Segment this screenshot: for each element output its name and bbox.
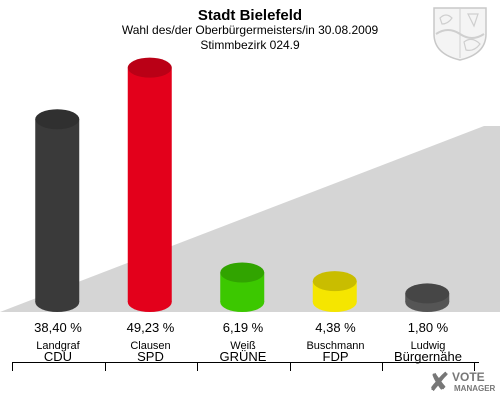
party-label: CDU <box>43 349 73 364</box>
candidate-label: Ludwig <box>410 340 446 352</box>
election-subtitle: Wahl des/der Oberbürgermeisters/in 30.08… <box>121 23 379 37</box>
candidate-label: Landgraf <box>36 340 80 352</box>
bar-top <box>220 262 265 283</box>
bar-base <box>220 292 265 312</box>
bar-top <box>127 57 172 78</box>
axis-baseline <box>12 362 479 363</box>
value-label: 1,80 % <box>407 320 449 335</box>
bar-cdu <box>35 109 80 312</box>
logo-manager-text: MANAGER <box>454 384 496 393</box>
category-separator <box>473 363 475 371</box>
category-separator <box>12 363 13 371</box>
bar-top <box>312 271 357 292</box>
bar-base <box>35 292 80 312</box>
logo-vote-text: VOTE <box>452 370 485 384</box>
party-label: FDP <box>322 349 349 364</box>
nrw-coat-of-arms-icon <box>433 7 487 61</box>
bar-spd <box>127 57 172 312</box>
bar-body <box>35 119 80 302</box>
value-label: 6,19 % <box>222 320 264 335</box>
chart-backdrop <box>0 126 500 312</box>
bar-fdp <box>312 271 357 312</box>
district-label: Stimmbezirk 024.9 <box>200 38 300 52</box>
bar-body <box>127 67 172 303</box>
candidate-label: Weiß <box>230 340 256 352</box>
party-label: SPD <box>137 349 164 364</box>
bar-base <box>127 292 172 312</box>
category-separator <box>197 363 198 371</box>
value-label: 4,38 % <box>315 320 356 335</box>
bar-grüne <box>220 262 265 312</box>
category-separator <box>289 363 291 371</box>
vote-manager-check-icon: ✘ <box>428 367 450 397</box>
bar-top <box>35 109 80 130</box>
category-separator <box>382 363 383 371</box>
bar-top <box>405 283 450 304</box>
value-label: 49,23 % <box>126 320 175 335</box>
category-separator <box>104 363 106 371</box>
party-label: GRÜNE <box>219 349 267 364</box>
chart-title: Stadt Bielefeld <box>197 7 303 24</box>
party-label: Bürgernähe <box>394 349 462 364</box>
candidate-label: Clausen <box>130 340 171 352</box>
bar-base <box>312 292 357 312</box>
value-label: 38,40 % <box>34 320 82 335</box>
bar-bürgernähe <box>405 283 450 312</box>
vote-manager-logo: ✘ VOTE MANAGER <box>428 368 500 398</box>
candidate-label: Buschmann <box>306 340 365 352</box>
